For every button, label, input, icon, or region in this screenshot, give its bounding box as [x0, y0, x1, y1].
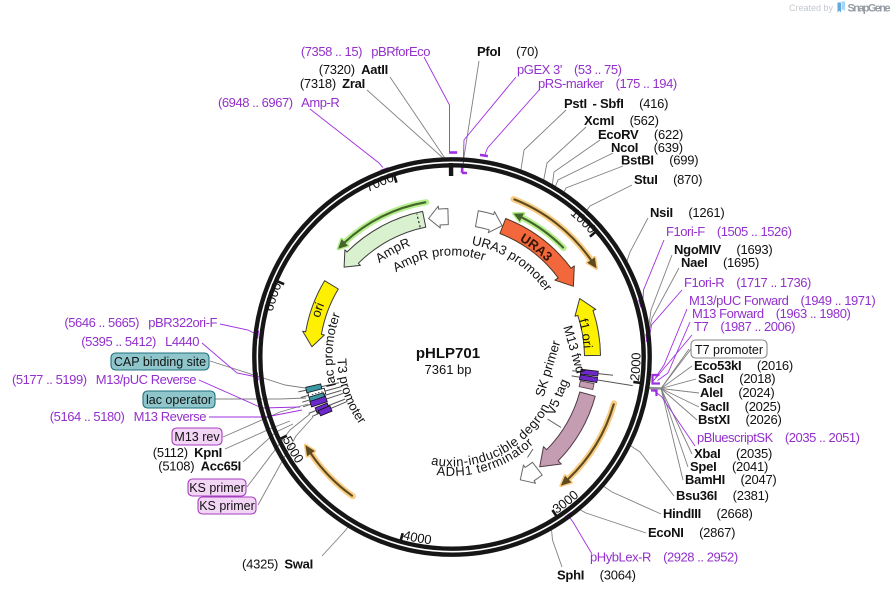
svg-text:NgoMIV (1693): NgoMIV (1693)	[674, 242, 772, 257]
svg-text:M13 rev: M13 rev	[174, 430, 220, 444]
svg-text:M13 Forward (1963 .. 1980): M13 Forward (1963 .. 1980)	[692, 306, 850, 321]
svg-text:KS primer: KS primer	[199, 499, 255, 513]
svg-text:(6948 .. 6967) Amp-R: (6948 .. 6967) Amp-R	[218, 95, 339, 110]
svg-text:M13/pUC Forward (1949 .. 1971: M13/pUC Forward (1949 .. 1971)	[689, 293, 875, 308]
svg-text:(5395 .. 5412) L4440: (5395 .. 5412) L4440	[81, 334, 199, 349]
svg-text:AleI (2024): AleI (2024)	[700, 385, 774, 400]
svg-text:pHLP701: pHLP701	[416, 345, 480, 362]
svg-text:pBluescriptSK (2035 .. 2051): pBluescriptSK (2035 .. 2051)	[697, 430, 860, 445]
svg-text:lac operator: lac operator	[146, 393, 212, 407]
svg-text:CAP binding site: CAP binding site	[114, 355, 206, 369]
svg-text:(5112) KpnI: (5112) KpnI	[153, 445, 222, 460]
svg-text:F1ori-R (1717 .. 1736): F1ori-R (1717 .. 1736)	[684, 275, 811, 290]
svg-text:XbaI (2035): XbaI (2035)	[694, 446, 772, 461]
svg-text:NcoI (639): NcoI (639)	[611, 140, 683, 155]
svg-text:EcoRV (622): EcoRV (622)	[598, 127, 683, 142]
svg-text:(4325) SwaI: (4325) SwaI	[242, 557, 313, 572]
svg-text:Created by: Created by	[789, 3, 834, 13]
svg-text:T7 (1987 .. 2006): T7 (1987 .. 2006)	[694, 319, 795, 334]
svg-text:(7320) AatII: (7320) AatII	[319, 62, 388, 77]
svg-text:ori: ori	[308, 300, 327, 319]
svg-text:PfoI (70): PfoI (70)	[477, 44, 538, 59]
svg-text:pGEX 3' (53 .. 75): pGEX 3' (53 .. 75)	[517, 62, 622, 77]
svg-text:PstI - SbfI (416): PstI - SbfI (416)	[564, 96, 668, 111]
svg-text:SpeI (2041): SpeI (2041)	[690, 459, 768, 474]
svg-text:BstXI (2026): BstXI (2026)	[698, 412, 782, 427]
svg-text:HindIII (2668): HindIII (2668)	[663, 506, 753, 521]
svg-text:(5646 .. 5665) pBR322ori-F: (5646 .. 5665) pBR322ori-F	[64, 315, 217, 330]
svg-text:F1ori-F (1505 .. 1526): F1ori-F (1505 .. 1526)	[666, 224, 792, 239]
svg-text:(5177 .. 5199) M13/pUC Revers: (5177 .. 5199) M13/pUC Reverse	[12, 372, 196, 387]
svg-text:(7358 .. 15) pBRforEco: (7358 .. 15) pBRforEco	[301, 44, 430, 59]
svg-text:NsiI (1261): NsiI (1261)	[650, 205, 724, 220]
svg-text:pRS-marker (175 .. 194): pRS-marker (175 .. 194)	[538, 76, 677, 91]
svg-text:Bsu36I (2381): Bsu36I (2381)	[676, 488, 769, 503]
svg-text:NaeI (1695): NaeI (1695)	[681, 255, 759, 270]
svg-text:f1 ori: f1 ori	[576, 317, 596, 349]
svg-text:SacII (2025): SacII (2025)	[700, 399, 781, 414]
svg-text:4000: 4000	[402, 527, 433, 547]
svg-text:EcoNI (2867): EcoNI (2867)	[648, 525, 735, 540]
svg-text:StuI (870): StuI (870)	[634, 172, 702, 187]
svg-text:SnapGene: SnapGene	[848, 3, 891, 15]
svg-text:BstBI (699): BstBI (699)	[621, 153, 698, 168]
svg-text:T7 promoter: T7 promoter	[695, 343, 763, 357]
svg-text:2000: 2000	[627, 352, 643, 381]
svg-text:KS primer: KS primer	[189, 481, 245, 495]
svg-text:(5108) Acc65I: (5108) Acc65I	[158, 459, 241, 474]
svg-text:BamHI (2047): BamHI (2047)	[685, 472, 777, 487]
svg-text:pHybLex-R (2928 .. 2952): pHybLex-R (2928 .. 2952)	[590, 550, 738, 565]
svg-text:7361 bp: 7361 bp	[425, 362, 472, 377]
svg-text:SphI (3064): SphI (3064)	[557, 568, 636, 583]
svg-text:(5164 .. 5180) M13 Reverse: (5164 .. 5180) M13 Reverse	[50, 409, 206, 424]
svg-text:SacI (2018): SacI (2018)	[698, 371, 775, 386]
svg-text:(7318) ZraI: (7318) ZraI	[300, 76, 365, 91]
svg-text:XcmI (562): XcmI (562)	[584, 113, 659, 128]
svg-text:Eco53kI (2016): Eco53kI (2016)	[694, 358, 793, 373]
